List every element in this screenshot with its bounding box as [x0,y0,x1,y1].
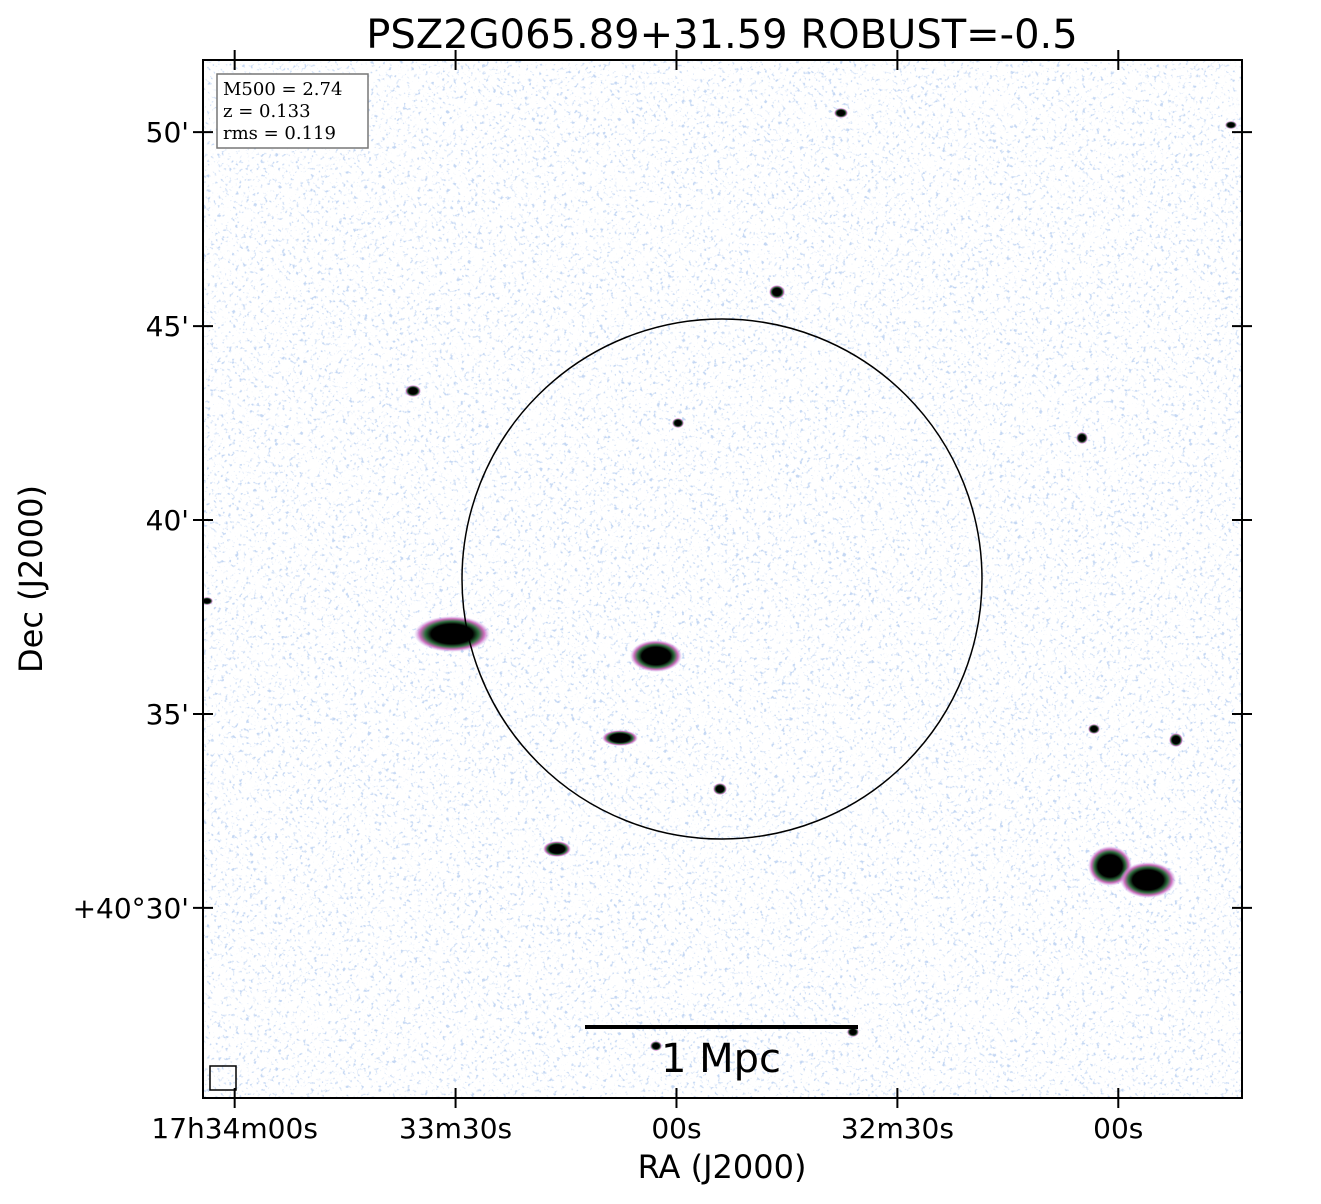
sources [203,108,1237,1051]
x-tick-label: 33m30s [399,1112,512,1145]
scale-bar-label: 1 Mpc [661,1036,781,1082]
annotation: M500 = 2.74 [223,79,342,100]
annotation-box [216,73,369,149]
y-tick-label: 45' [146,310,189,343]
r500-circle [461,318,983,840]
x-tick-label: 17h34m00s [151,1112,318,1145]
y-axis-label: Dec (J2000) [12,485,50,673]
annotation: z = 0.133 [223,101,311,122]
annotation: rms = 0.119 [223,123,336,144]
x-tick-label: 32m30s [841,1112,954,1145]
y-tick-label: 50' [146,116,189,149]
chart-title: PSZ2G065.89+31.59 ROBUST=-0.5 [366,12,1077,58]
plot-frame [202,59,1243,1099]
beam-box [209,1065,237,1091]
y-tick-label: 40' [146,504,189,537]
y-tick-label: 35' [146,698,189,731]
y-tick-label: +40°30' [73,892,189,925]
noise [203,60,1242,1098]
x-axis-label: RA (J2000) [638,1148,807,1186]
x-tick-label: 00s [1093,1112,1143,1145]
radio-image [203,60,1242,1098]
x-tick-label: 00s [651,1112,701,1145]
